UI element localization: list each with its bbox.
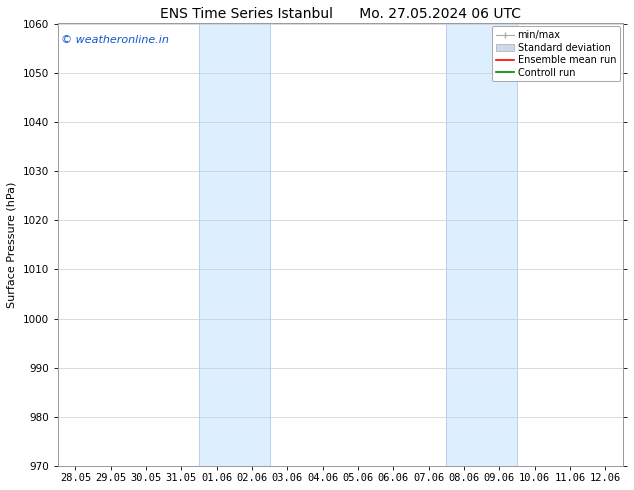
Title: ENS Time Series Istanbul      Mo. 27.05.2024 06 UTC: ENS Time Series Istanbul Mo. 27.05.2024 …: [160, 7, 521, 21]
Bar: [199, 24, 269, 466]
Text: © weatheronline.in: © weatheronline.in: [61, 35, 169, 45]
Y-axis label: Surface Pressure (hPa): Surface Pressure (hPa): [7, 182, 17, 308]
Bar: [446, 24, 517, 466]
Legend: min/max, Standard deviation, Ensemble mean run, Controll run: min/max, Standard deviation, Ensemble me…: [493, 26, 620, 81]
